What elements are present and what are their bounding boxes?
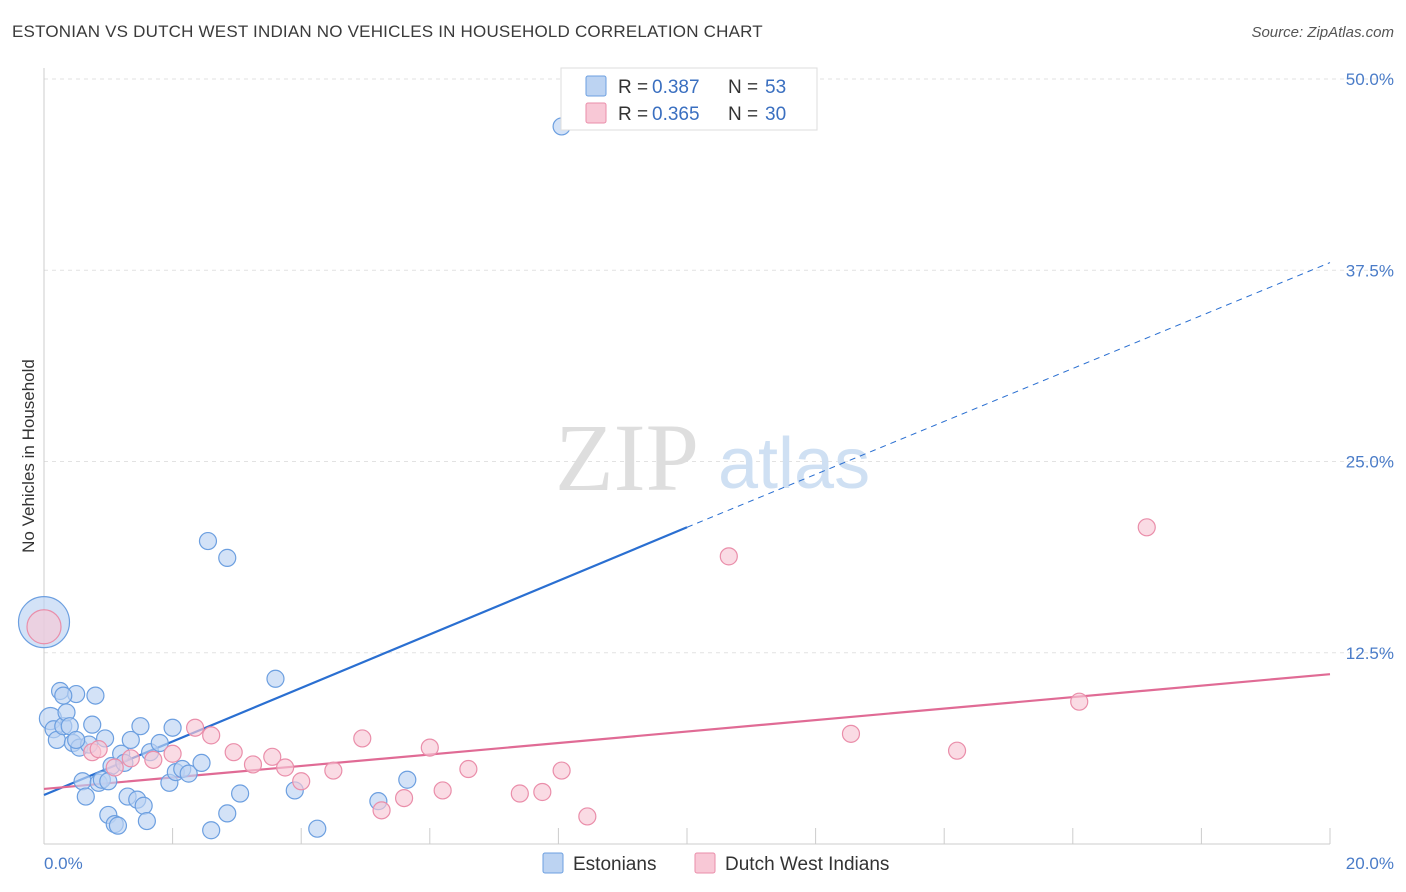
estonians-point-44 (266, 669, 285, 688)
watermark-zip: ZIP (555, 404, 699, 511)
estonians-point-43 (231, 784, 250, 803)
stats-swatch-estonians (585, 75, 607, 97)
dutch-west-indians-point-3 (121, 749, 140, 768)
estonians-point-15 (86, 686, 105, 705)
trend-extension-estonians (686, 262, 1331, 528)
dutch-west-indians-point-19 (459, 759, 478, 779)
dutch-west-indians-point-25 (841, 724, 861, 743)
stats-r-value-1: 0.387 (652, 77, 700, 98)
trend-lines (43, 262, 1331, 797)
trend-line-estonians (43, 526, 688, 797)
dutch-west-indians-point-16 (394, 788, 414, 808)
estonians-point-30 (137, 811, 156, 831)
y-tick-label-1: 25.0% (1346, 453, 1394, 472)
legend-label-dutch-west-indians[interactable]: Dutch West Indians (725, 854, 889, 875)
dutch-west-indians-point-4 (144, 750, 163, 769)
watermark-atlas: atlas (718, 424, 870, 504)
estonians-point-52 (54, 686, 73, 705)
x-ticks (43, 828, 1331, 844)
trend-line-dutch-west-indians (43, 673, 1331, 791)
estonians-point-37 (179, 764, 198, 783)
dutch-west-indians-point-2 (105, 758, 124, 777)
dutch-west-indians-point-12 (292, 772, 311, 791)
estonians-point-42 (218, 548, 237, 567)
chart-title: ESTONIAN VS DUTCH WEST INDIAN NO VEHICLE… (12, 22, 763, 41)
bottom-legend: Estonians Dutch West Indians (542, 852, 889, 875)
estonians-point-50 (67, 730, 86, 750)
estonians-point-34 (163, 718, 182, 737)
y-tick-label-2: 37.5% (1346, 261, 1394, 280)
dutch-west-indians-points (26, 518, 1156, 826)
source-label: Source: ZipAtlas.com (1251, 24, 1394, 41)
dutch-west-indians-point-24 (719, 547, 738, 566)
dutch-west-indians-point-11 (276, 758, 295, 777)
estonians-point-46 (308, 819, 327, 838)
y-tick-labels: 12.5% 25.0% 37.5% 50.0% (1346, 70, 1394, 663)
estonians-point-40 (202, 821, 221, 840)
estonians-point-41 (218, 804, 237, 823)
legend-swatch-dutch-west-indians[interactable] (694, 852, 716, 874)
dutch-west-indians-point-27 (1070, 692, 1089, 711)
dutch-west-indians-point-5 (163, 744, 182, 763)
estonians-points (17, 117, 571, 840)
stats-n-value-2: 30 (765, 104, 786, 125)
estonians-point-48 (398, 770, 417, 789)
dutch-west-indians-point-9 (243, 755, 263, 774)
estonians-point-11 (73, 772, 92, 791)
stats-n-label-1: N = (728, 77, 758, 98)
dutch-west-indians-point-8 (224, 743, 243, 762)
dutch-west-indians-point-14 (353, 729, 372, 748)
stats-r-label-1: R = (618, 77, 648, 98)
estonians-point-28 (131, 717, 150, 736)
estonians-point-26 (121, 730, 140, 750)
y-tick-label-3: 50.0% (1346, 70, 1394, 89)
dutch-west-indians-point-26 (947, 741, 967, 760)
y-axis-label: No Vehicles in Household (19, 359, 38, 553)
stats-swatch-dutch-west-indians (585, 102, 607, 124)
dutch-west-indians-point-7 (202, 726, 221, 745)
dutch-west-indians-point-17 (420, 738, 439, 757)
stats-n-label-2: N = (728, 104, 758, 125)
dutch-west-indians-point-22 (552, 761, 571, 780)
stats-n-value-1: 53 (765, 77, 786, 98)
stats-r-value-2: 0.365 (652, 104, 700, 125)
legend-label-estonians[interactable]: Estonians (573, 854, 656, 875)
estonians-point-32 (150, 733, 169, 753)
legend-swatch-estonians[interactable] (542, 852, 564, 874)
estonians-point-14 (83, 715, 102, 734)
stats-r-label-2: R = (618, 104, 648, 125)
watermark: ZIP atlas (555, 404, 870, 511)
y-tick-label-0: 12.5% (1346, 644, 1394, 663)
dutch-west-indians-point-28 (1137, 518, 1156, 537)
stats-legend: R = 0.387 N = 53 R = 0.365 N = 30 (560, 67, 818, 131)
estonians-point-38 (192, 753, 211, 773)
estonians-point-22 (108, 816, 128, 835)
dutch-west-indians-point-29 (89, 740, 108, 759)
dutch-west-indians-point-13 (324, 761, 343, 780)
dutch-west-indians-point-15 (372, 801, 391, 820)
x-tick-label-max: 20.0% (1346, 854, 1394, 873)
estonians-point-12 (76, 787, 95, 806)
estonians-point-29 (134, 796, 153, 815)
dutch-west-indians-point-21 (533, 782, 552, 802)
dutch-west-indians-point-23 (578, 807, 597, 826)
x-tick-label-min: 0.0% (44, 854, 83, 873)
estonians-point-39 (198, 531, 218, 551)
dutch-west-indians-point-0 (26, 609, 62, 645)
dutch-west-indians-point-10 (263, 747, 282, 766)
dutch-west-indians-point-6 (186, 718, 205, 737)
grid-lines (44, 78, 1394, 654)
dutch-west-indians-point-18 (433, 781, 452, 800)
dutch-west-indians-point-20 (510, 784, 529, 803)
